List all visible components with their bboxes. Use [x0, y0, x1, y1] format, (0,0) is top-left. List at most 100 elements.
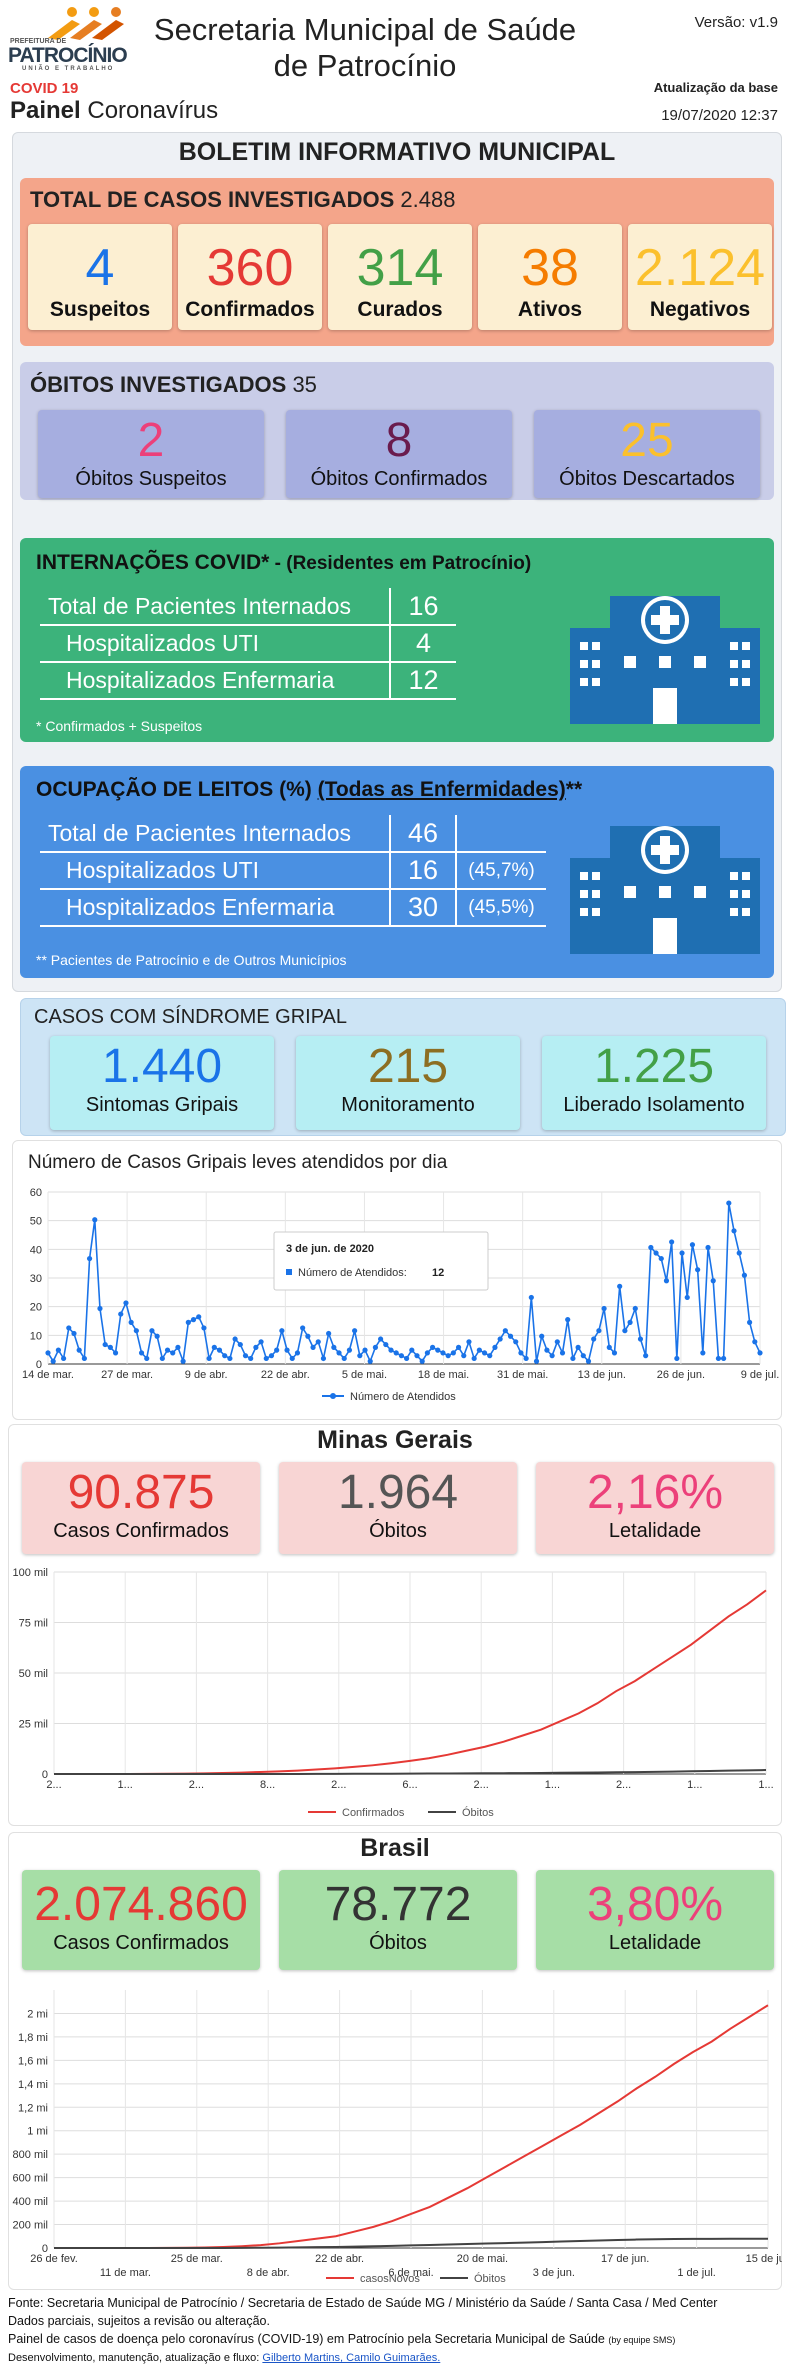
footer: Fonte: Secretaria Municipal de Patrocíni…: [8, 2294, 782, 2367]
data-point: [710, 1278, 716, 1284]
data-point: [539, 1333, 545, 1339]
data-point: [170, 1350, 176, 1356]
credits-link[interactable]: Gilberto Martins, Camilo Guimarães.: [262, 2352, 441, 2364]
kpi-label: Óbitos: [369, 1520, 427, 1542]
x-tick-label: 1...: [687, 1779, 702, 1791]
leitos-title-tail: **: [565, 778, 583, 801]
y-tick-label: 60: [30, 1187, 42, 1199]
data-point: [757, 1350, 763, 1356]
data-point: [310, 1344, 316, 1350]
data-point: [97, 1305, 103, 1312]
x-tick-label: 27 de mar.: [101, 1369, 153, 1381]
data-point: [429, 1344, 436, 1350]
data-point: [414, 1353, 420, 1359]
hospital-icon: [570, 596, 760, 724]
brasil-title: Brasil: [360, 1834, 430, 1862]
data-point: [440, 1350, 446, 1356]
data-point: [294, 1350, 301, 1356]
gripal-line-chart[interactable]: 0 10 20 30 40 50 60 14 de mar. 27 de mar. 9 de ab…: [12, 1180, 782, 1420]
kpi-value: 215: [367, 1040, 449, 1093]
kpi-value: 2,16%: [586, 1466, 724, 1519]
kpi-card: 2 Óbitos Suspeitos: [38, 410, 264, 498]
x-tick-label: 22 de abr.: [315, 2253, 364, 2265]
data-point: [362, 1347, 368, 1353]
x-tick-label: 13 de jun.: [578, 1369, 626, 1381]
data-point: [679, 1250, 685, 1256]
data-point: [741, 1272, 748, 1278]
data-point: [222, 1353, 228, 1359]
data-point: [372, 1344, 379, 1350]
series-line-1: [54, 1769, 767, 1775]
data-point: [383, 1341, 389, 1348]
mg-line-chart[interactable]: 0 25 mil 50 mil 75 mil 100 mil 2... 1... 2... 8.…: [8, 1562, 782, 1824]
x-tick-label: 2...: [474, 1779, 489, 1791]
page-title: Secretaria Municipal de Saúde de Patrocí…: [130, 12, 600, 84]
x-tick-label: 26 de fev.: [30, 2253, 78, 2265]
data-point: [596, 1328, 602, 1334]
obitos-title: ÓBITOS INVESTIGADOS 35: [30, 372, 317, 398]
data-point: [144, 1355, 150, 1362]
tooltip-box: [273, 1231, 489, 1291]
leitos-footnote: ** Pacientes de Patrocínio e de Outros M…: [36, 952, 347, 968]
data-point: [471, 1355, 477, 1362]
kpi-label: Letalidade: [608, 1932, 702, 1954]
data-point: [643, 1353, 649, 1359]
leitos-title-link[interactable]: (Todas as Enfermidades): [317, 778, 566, 801]
data-point: [253, 1344, 259, 1350]
data-point: [357, 1353, 363, 1359]
footer-credits: Desenvolvimento, manutenção, atualização…: [8, 2352, 441, 2364]
data-point: [133, 1328, 139, 1334]
kpi-label: Casos Confirmados: [53, 1520, 229, 1542]
data-point: [700, 1350, 706, 1356]
data-point: [154, 1333, 160, 1339]
data-point: [689, 1242, 696, 1248]
row-label: Hospitalizados Enfermaria: [40, 889, 390, 927]
kpi-label: Sintomas Gripais: [85, 1094, 239, 1116]
data-point: [591, 1336, 597, 1342]
x-tick-label: 1...: [118, 1779, 133, 1791]
brasil-line-chart[interactable]: 0 200 mil 400 mil 600 mil 800 mil 1 mi 1,2 mi 1…: [8, 1978, 782, 2288]
kpi-card: 25 Óbitos Descartados: [534, 410, 760, 498]
header: PREFEITURA DE PATROCÍNIO UNIÃO E TRABALH…: [0, 0, 790, 130]
tooltip-swatch: [286, 1269, 292, 1275]
kpi-label: Óbitos Confirmados: [310, 468, 488, 490]
casos-title-text: TOTAL DE CASOS INVESTIGADOS: [30, 187, 395, 212]
kpi-label: Óbitos Descartados: [559, 468, 735, 490]
painel-bold: Painel: [10, 97, 81, 124]
data-point: [658, 1255, 664, 1262]
data-point: [580, 1353, 586, 1359]
data-point: [669, 1239, 675, 1245]
kpi-label: Ativos: [517, 298, 583, 321]
data-point: [237, 1341, 243, 1348]
kpi-label: Negativos: [649, 298, 751, 321]
kpi-card: 1.440 Sintomas Gripais: [50, 1036, 274, 1130]
data-point: [326, 1330, 332, 1337]
data-point: [544, 1347, 550, 1353]
data-point: [648, 1244, 654, 1251]
y-tick-label: 100 mil: [13, 1567, 48, 1579]
leitos-table: Total de Pacientes Internados 46 Hospital…: [40, 815, 546, 927]
row-value: 16: [389, 588, 456, 626]
data-point: [367, 1358, 373, 1364]
x-tick-label: 2...: [46, 1779, 61, 1791]
footer-description: Painel de casos de doença pelo coronavír…: [8, 2332, 676, 2346]
kpi-card: 38 Ativos: [478, 224, 622, 330]
tooltip-label: Número de Atendidos:: [298, 1267, 407, 1279]
internacoes-title: INTERNAÇÕES COVID* - (Residentes em Patr…: [36, 551, 531, 575]
data-point: [461, 1353, 467, 1359]
kpi-card: 1.964 Óbitos: [279, 1462, 517, 1554]
painel-title: Painel Coronavírus: [10, 97, 218, 125]
tooltip-date: 3 de jun. de 2020: [286, 1243, 374, 1255]
data-point: [445, 1353, 451, 1359]
painel-rest: Coronavírus: [87, 97, 219, 124]
kpi-card: 215 Monitoramento: [296, 1036, 520, 1130]
row-label: Total de Pacientes Internados: [40, 588, 390, 626]
data-point: [705, 1244, 711, 1251]
data-point: [201, 1325, 207, 1331]
logo-figures-icon: [48, 7, 124, 40]
data-point: [403, 1355, 410, 1362]
leitos-title: OCUPAÇÃO DE LEITOS (%) (Todas as Enfermi…: [36, 778, 582, 802]
data-point: [752, 1339, 758, 1345]
kpi-card: 2.074.860 Casos Confirmados: [22, 1870, 260, 1970]
